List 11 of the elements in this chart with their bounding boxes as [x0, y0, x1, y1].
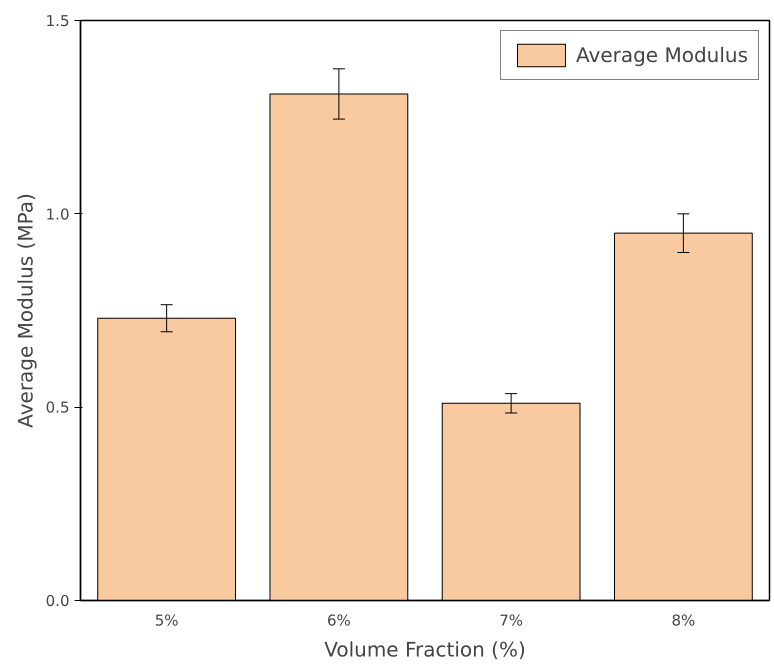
- x-tick-label: 7%: [499, 612, 524, 630]
- y-tick-label: 0.5: [46, 398, 70, 417]
- y-tick-label: 1.5: [46, 12, 70, 30]
- x-tick-label: 6%: [326, 612, 351, 630]
- y-tick-label: 0.0: [46, 592, 70, 610]
- y-tick-label: 1.0: [46, 205, 70, 224]
- y-axis-title: Average Modulus (MPa): [14, 193, 38, 428]
- x-axis-title: Volume Fraction (%): [324, 638, 526, 662]
- x-tick-label: 8%: [671, 612, 696, 630]
- x-tick-label: 5%: [154, 612, 179, 630]
- legend-label: Average Modulus: [576, 43, 748, 67]
